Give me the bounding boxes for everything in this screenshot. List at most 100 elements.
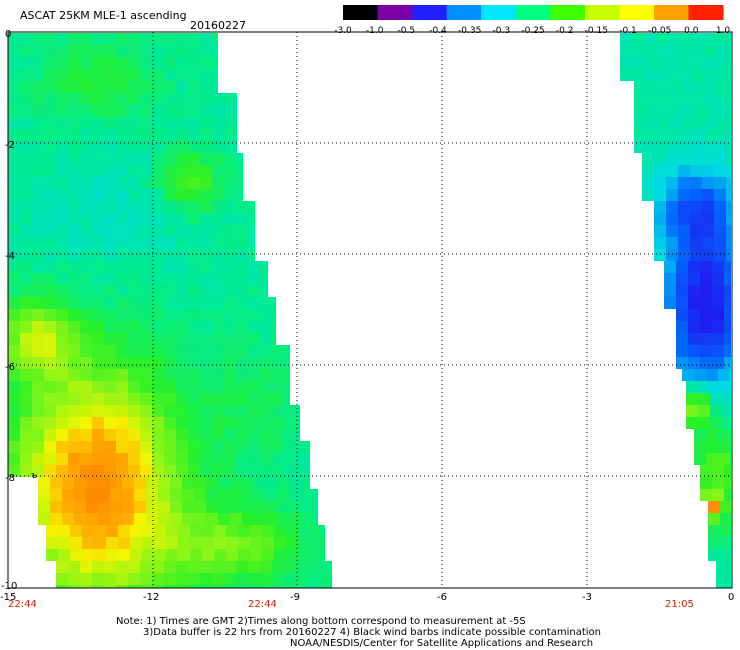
data-cell xyxy=(104,69,116,81)
data-cell xyxy=(714,153,726,165)
data-cell xyxy=(688,261,700,273)
data-cell xyxy=(56,177,68,189)
data-cell xyxy=(224,189,236,201)
data-cell xyxy=(32,225,44,237)
data-cell xyxy=(8,81,20,93)
data-cell xyxy=(212,69,218,81)
data-cell xyxy=(728,573,731,585)
data-cell xyxy=(728,561,731,573)
data-cell xyxy=(44,249,56,261)
data-cell xyxy=(8,393,20,405)
data-cell xyxy=(704,45,716,57)
data-cell xyxy=(700,261,712,273)
data-cell xyxy=(260,561,272,573)
data-cell xyxy=(188,585,200,588)
data-cell xyxy=(730,81,731,93)
data-cell xyxy=(724,477,731,489)
data-cell xyxy=(68,429,80,441)
data-cell xyxy=(200,237,212,249)
data-cell xyxy=(20,177,32,189)
data-cell xyxy=(44,105,56,117)
data-cell xyxy=(32,357,44,369)
data-cell xyxy=(32,345,44,357)
data-cell xyxy=(158,501,170,513)
data-cell xyxy=(92,573,104,585)
data-cell xyxy=(200,69,212,81)
data-cell xyxy=(116,57,128,69)
data-cell xyxy=(140,561,152,573)
data-cell xyxy=(286,549,298,561)
data-cell xyxy=(140,237,152,249)
data-cell xyxy=(718,105,730,117)
data-cell xyxy=(38,513,50,525)
data-cell xyxy=(188,225,200,237)
data-cell xyxy=(654,225,666,237)
data-cell xyxy=(298,537,310,549)
data-cell xyxy=(56,69,68,81)
data-cell xyxy=(678,189,690,201)
data-cell xyxy=(218,477,230,489)
colorbar-swatch xyxy=(584,5,620,20)
data-cell xyxy=(80,237,92,249)
data-cell xyxy=(260,417,272,429)
data-cell xyxy=(212,201,224,213)
data-cell xyxy=(176,441,188,453)
data-cell xyxy=(176,561,188,573)
data-cell xyxy=(260,441,272,453)
data-cell xyxy=(104,213,116,225)
data-cell xyxy=(702,225,714,237)
data-cell xyxy=(200,465,212,477)
data-cell xyxy=(284,393,290,405)
data-cell xyxy=(20,213,32,225)
data-cell xyxy=(724,321,731,333)
data-cell xyxy=(74,489,86,501)
colorbar-swatch xyxy=(446,5,482,20)
data-cell xyxy=(656,45,668,57)
data-cell xyxy=(644,45,656,57)
data-cell xyxy=(20,165,32,177)
data-cell xyxy=(176,105,188,117)
data-cell xyxy=(58,549,70,561)
data-cell xyxy=(188,441,200,453)
data-cell xyxy=(286,525,298,537)
colorbar-label: -0.2 xyxy=(556,26,574,36)
data-cell xyxy=(236,129,237,141)
data-cell xyxy=(296,585,308,588)
data-cell xyxy=(104,153,116,165)
data-cell xyxy=(194,477,206,489)
data-cell xyxy=(694,93,706,105)
data-cell xyxy=(642,177,654,189)
data-cell xyxy=(140,129,152,141)
data-cell xyxy=(68,297,80,309)
data-cell xyxy=(272,345,284,357)
data-cell xyxy=(152,177,164,189)
data-cell xyxy=(720,525,731,537)
data-cell xyxy=(284,417,296,429)
data-cell xyxy=(176,93,188,105)
data-cell xyxy=(714,237,726,249)
data-cell xyxy=(116,333,128,345)
data-cell xyxy=(128,585,140,588)
data-cell xyxy=(272,561,284,573)
data-cell xyxy=(726,201,731,213)
data-cell xyxy=(176,57,188,69)
data-cell xyxy=(176,45,188,57)
data-cell xyxy=(92,93,104,105)
colorbar-swatch xyxy=(688,5,724,20)
data-cell xyxy=(682,93,694,105)
data-cell xyxy=(224,117,236,129)
data-cell xyxy=(238,537,250,549)
data-cell xyxy=(724,489,731,501)
data-cell xyxy=(654,189,666,201)
data-cell xyxy=(188,309,200,321)
data-cell xyxy=(634,81,646,93)
map-frame xyxy=(7,31,733,589)
data-cell xyxy=(730,117,731,129)
data-cell xyxy=(140,465,152,477)
data-cell xyxy=(152,429,164,441)
data-cell xyxy=(68,213,80,225)
data-cell xyxy=(692,45,704,57)
data-cell xyxy=(694,81,706,93)
data-cell xyxy=(248,393,260,405)
data-cell xyxy=(122,489,134,501)
